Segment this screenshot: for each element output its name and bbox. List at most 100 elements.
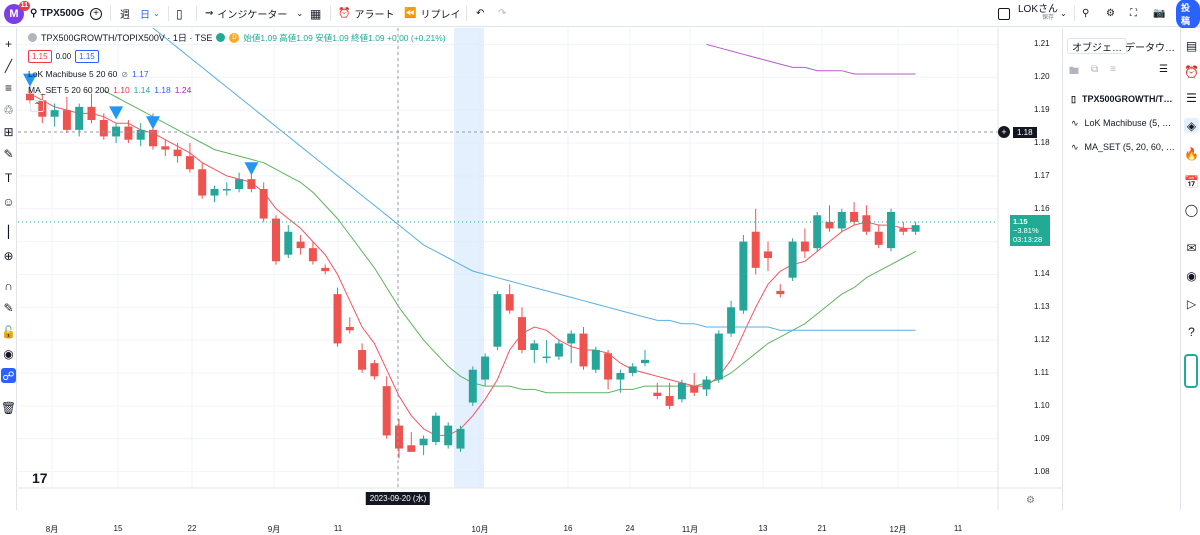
redo-button[interactable]: ↷ [498, 0, 506, 27]
emoji-tool-icon[interactable]: ☺ [2, 194, 15, 209]
layouts-button[interactable]: ▦ [310, 0, 321, 27]
symbol-title[interactable]: TPX500GROWTH/TOPIX500V · 1日 · TSE [41, 33, 213, 43]
magnet-tool-icon[interactable]: ∩ [4, 278, 13, 293]
publish-button[interactable]: 投稿 [1176, 0, 1200, 29]
candle [382, 376, 391, 439]
trash-tool-icon[interactable]: 🗑 [0, 400, 17, 415]
add-alert-icon[interactable]: + [998, 126, 1010, 138]
play-icon[interactable]: ▷ [1186, 296, 1197, 311]
stay-drawing-tool-icon[interactable]: ✎ [3, 300, 14, 315]
trading-panel-toggle[interactable] [1184, 354, 1198, 388]
candle-body [579, 333, 588, 367]
quick-search-button[interactable]: ⚲ [1082, 0, 1089, 27]
interval-day-button[interactable]: 日 ⌄ [140, 0, 160, 27]
chart-pane[interactable]: TPX500GROWTH/TOPIX500V · 1日 · TSE D 始値1.… [18, 28, 1062, 534]
trend-line-tool-icon[interactable]: ╱ [4, 58, 13, 73]
candle [431, 412, 440, 446]
tradingview-logo-icon[interactable]: 17 [32, 470, 48, 486]
tab-objects[interactable]: オブジェ… [1067, 38, 1127, 54]
collapse-legend-button[interactable]: ⌃ [30, 100, 44, 112]
candle-body [899, 228, 908, 232]
prediction-tool-icon[interactable]: ⊞ [3, 124, 14, 139]
eye-off-icon[interactable]: ⊘ [121, 69, 129, 79]
drawing-toolbar: + ╱ ≡ ♲ ⊞ ✎ T ☺ ⎮ ⊕ ∩ ✎ 🔓 ◉ ☍ 🗑 [0, 28, 17, 510]
chat-icon[interactable]: ✉ [1186, 240, 1197, 255]
ideas-icon[interactable]: ◯ [1184, 202, 1199, 217]
candle-body [702, 379, 711, 390]
candle-body [825, 221, 834, 229]
candle-body [739, 241, 748, 311]
brush-tool-icon[interactable]: ✎ [3, 146, 14, 161]
pattern-tool-icon[interactable]: ♲ [3, 102, 14, 117]
object-tree-item-symbol[interactable]: ▯ TPX500GROWTH/T… [1071, 92, 1172, 106]
lock-tool-icon[interactable]: 🔓 [1, 324, 16, 339]
streams-icon[interactable]: ◉ [1186, 268, 1197, 283]
settings-button[interactable]: ⚙ [1106, 0, 1115, 27]
snapshot-button[interactable]: 📷 [1153, 0, 1165, 27]
candle-body [800, 241, 809, 252]
indicators-button[interactable]: ⇝ インジケーター ⌄ [205, 0, 303, 27]
symbol-search-button[interactable]: ⚲ TPX500G [30, 0, 84, 27]
layout-name[interactable]: LOKさん 保存 [1018, 0, 1058, 27]
interval-button[interactable]: 週 [120, 10, 130, 21]
layout-menu-chevron[interactable]: ⌄ [1060, 0, 1067, 27]
notification-badge: 11 [18, 0, 30, 11]
copy-icon[interactable]: ⧉ [1091, 64, 1099, 75]
text-tool-icon[interactable]: T [4, 170, 13, 185]
news-icon[interactable]: ☰ [1186, 90, 1197, 105]
candle-body [641, 359, 649, 364]
help-icon[interactable]: ? [1188, 324, 1195, 339]
manage-list-icon[interactable]: ☰ [1159, 64, 1168, 75]
bid-price[interactable]: 1.15 [28, 50, 52, 63]
candle-body [222, 189, 231, 191]
zoom-in-tool-icon[interactable]: ⊕ [3, 248, 14, 263]
price-axis-label: 1.10 [1034, 400, 1050, 410]
ask-price[interactable]: 1.15 [75, 50, 99, 63]
fullscreen-button[interactable]: ⛶ [1130, 0, 1137, 27]
candle-body [874, 231, 883, 245]
chevron-up-icon: ⌃ [33, 101, 41, 110]
layout-select-button[interactable] [998, 0, 1010, 27]
series-legend[interactable]: TPX500GROWTH/TOPIX500V · 1日 · TSE D 始値1.… [28, 31, 446, 44]
eye-tool-icon[interactable]: ◉ [3, 346, 14, 361]
indicator-legend-2[interactable]: MA_SET 5 20 60 200 1.10 1.14 1.18 1.24 [28, 85, 191, 95]
alert-button[interactable]: ⏰ アラート [338, 0, 394, 27]
compare-button[interactable]: + [90, 0, 102, 27]
crosshair-price-value: 1.18 [1013, 126, 1037, 138]
object-tree-icon[interactable]: ◈ [1184, 118, 1199, 133]
publish-label: 投稿 [1176, 0, 1200, 29]
hotlists-icon[interactable]: 🔥 [1184, 146, 1199, 161]
alarm-clock-icon: ⏰ [338, 8, 351, 19]
indicators-label: インジケーター [217, 10, 288, 21]
price-chart[interactable] [18, 28, 1062, 510]
object-tree-item-indicator-1[interactable]: ∿ LoK Machibuse (5, … [1071, 116, 1171, 130]
replay-button[interactable]: ⏪ リプレイ [404, 0, 460, 27]
layers-icon[interactable]: ≡ [1110, 64, 1116, 75]
object-tree-item-indicator-2[interactable]: ∿ MA_SET (5, 20, 60, … [1071, 140, 1175, 154]
tab-data-window[interactable]: データウ… [1125, 42, 1175, 54]
alerts-clock-icon[interactable]: ⏰ [1184, 64, 1199, 79]
candle-body [272, 218, 280, 262]
candle-body [530, 343, 539, 350]
crosshair-tool-icon[interactable]: + [4, 36, 12, 51]
axis-settings-icon[interactable]: ⚙ [1026, 495, 1035, 506]
ma-line-ma20 [103, 89, 916, 394]
calendar-icon[interactable]: 📅 [1184, 174, 1199, 189]
candle [800, 228, 809, 258]
indicator-legend-1[interactable]: LoK Machibuse 5 20 60 ⊘ 1.17 [28, 69, 149, 79]
candle-body [887, 212, 895, 249]
indicator-wave-icon: ∿ [1071, 117, 1079, 128]
ruler-tool-icon[interactable]: ⎮ [5, 224, 12, 239]
watchlist-icon[interactable]: ▤ [1185, 38, 1198, 53]
fib-tool-icon[interactable]: ≡ [4, 80, 12, 95]
candle-type-button[interactable]: ▯ [176, 0, 183, 27]
candle-body [665, 396, 674, 406]
link-tool-icon[interactable]: ☍ [1, 368, 16, 383]
candle-body [321, 267, 330, 272]
candle [419, 435, 428, 456]
undo-button[interactable]: ↶ [476, 0, 484, 27]
alert-label: アラート [354, 10, 395, 21]
profile-logo-icon[interactable]: M 11 [4, 0, 30, 24]
logo[interactable]: M 11 [4, 0, 30, 27]
folder-add-icon[interactable]: 🖿 [1069, 66, 1079, 77]
